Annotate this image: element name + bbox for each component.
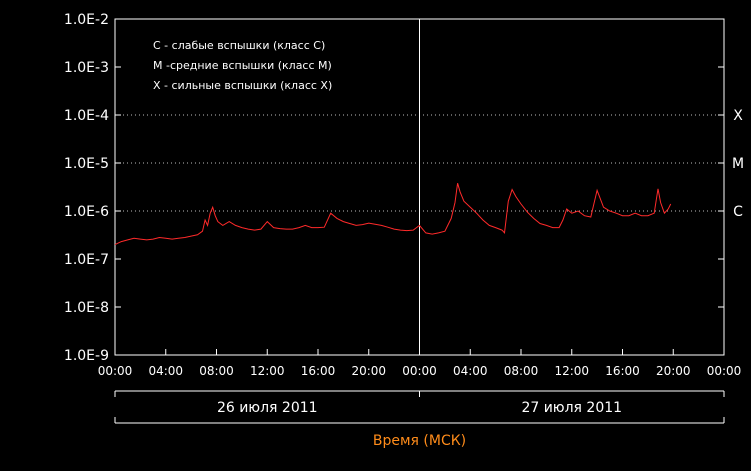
legend-entry: C - слабые вспышки (класс C) (153, 39, 325, 52)
y-tick-label: 1.0E-6 (64, 204, 109, 220)
y-tick-label: 1.0E-8 (64, 300, 109, 316)
x-tick-label: 16:00 (301, 364, 336, 378)
day-label: 27 июля 2011 (521, 400, 622, 416)
x-tick-label: 08:00 (504, 364, 539, 378)
y-tick-label: 1.0E-7 (64, 252, 109, 268)
y-tick-label: 1.0E-2 (64, 12, 109, 28)
x-tick-label: 00:00 (402, 364, 437, 378)
legend-entry: M -средние вспышки (класс M) (153, 59, 332, 72)
legend-entry: X - сильные вспышки (класс X) (153, 79, 332, 92)
x-tick-label: 16:00 (605, 364, 640, 378)
x-axis: 00:00 04:00 08:00 12:00 16:00 20:00 00:00 04:00… (98, 349, 742, 378)
x-tick-label: 20:00 (656, 364, 691, 378)
series-line (114, 183, 672, 246)
x-axis-label: Время (МСК) (373, 433, 466, 449)
day-label: 26 июля 2011 (217, 400, 318, 416)
y-tick-label: 1.0E-5 (64, 156, 109, 172)
legend: C - слабые вспышки (класс C) M -средние в… (153, 39, 332, 92)
x-tick-label: 04:00 (148, 364, 183, 378)
class-level-label: C (733, 204, 743, 220)
y-tick-label: 1.0E-4 (64, 108, 109, 124)
x-tick-label: 20:00 (351, 364, 386, 378)
x-tick-label: 12:00 (554, 364, 589, 378)
x-tick-label: 00:00 (707, 364, 742, 378)
y-axis: 1.0E-9 1.0E-8 1.0E-7 1.0E-6 1.0E-5 1.0E-4 1.0E… (64, 12, 724, 364)
x-tick-label: 12:00 (250, 364, 285, 378)
x-tick-label: 04:00 (453, 364, 488, 378)
day-axis: 26 июля 2011 27 июля 2011 (114, 390, 725, 416)
y-tick-label: 1.0E-3 (64, 60, 109, 76)
x-tick-label: 08:00 (199, 364, 234, 378)
class-level-label: X (733, 108, 743, 124)
class-level-label: M (732, 156, 744, 172)
x-tick-label: 00:00 (98, 364, 133, 378)
y-tick-label: 1.0E-9 (64, 348, 109, 364)
time-axis (114, 417, 725, 424)
